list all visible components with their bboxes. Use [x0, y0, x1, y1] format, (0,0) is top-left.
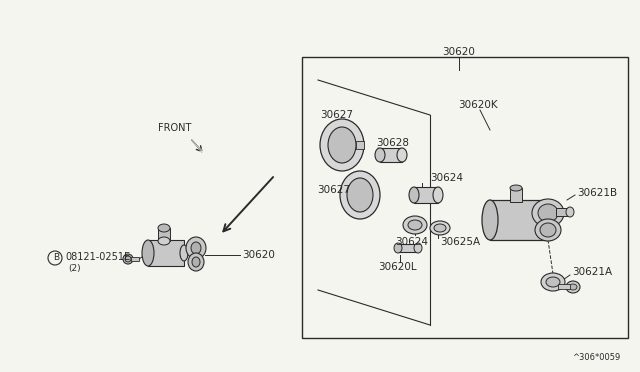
Ellipse shape [123, 254, 133, 264]
Ellipse shape [394, 243, 402, 253]
Ellipse shape [340, 171, 380, 219]
Bar [558, 284, 570, 289]
Text: 30624: 30624 [430, 173, 463, 183]
Text: 30627: 30627 [317, 185, 350, 195]
Bar [414, 187, 438, 203]
Ellipse shape [532, 199, 564, 227]
Text: 30620: 30620 [242, 250, 275, 260]
Ellipse shape [158, 237, 170, 245]
Ellipse shape [535, 219, 561, 241]
Ellipse shape [125, 256, 131, 262]
Bar [148, 240, 184, 266]
Ellipse shape [542, 200, 558, 240]
Ellipse shape [375, 148, 385, 162]
Text: 08121-0251E: 08121-0251E [65, 252, 130, 262]
Ellipse shape [408, 220, 422, 230]
Text: FRONT: FRONT [158, 123, 192, 133]
Text: 30620L: 30620L [378, 262, 417, 272]
Bar [490, 200, 550, 240]
Ellipse shape [430, 221, 450, 235]
Ellipse shape [142, 240, 154, 266]
Bar [380, 148, 402, 162]
Ellipse shape [403, 216, 427, 234]
Ellipse shape [158, 224, 170, 232]
Bar [302, 57, 628, 338]
Bar [131, 257, 139, 261]
Ellipse shape [541, 273, 565, 291]
Text: (2): (2) [68, 263, 81, 273]
Ellipse shape [540, 223, 556, 237]
Ellipse shape [566, 207, 574, 217]
Ellipse shape [546, 277, 560, 287]
Text: B: B [53, 253, 59, 263]
Ellipse shape [434, 224, 446, 232]
Text: ^306*0059: ^306*0059 [572, 353, 620, 362]
Ellipse shape [186, 237, 206, 259]
Bar [158, 228, 170, 241]
Text: 30621A: 30621A [572, 267, 612, 277]
Ellipse shape [566, 281, 580, 293]
Ellipse shape [569, 284, 577, 290]
Bar [398, 244, 418, 252]
Ellipse shape [320, 119, 364, 171]
Ellipse shape [433, 187, 443, 203]
Ellipse shape [538, 204, 558, 222]
Text: 30620K: 30620K [458, 100, 498, 110]
Text: 30620: 30620 [443, 47, 476, 57]
Text: 30625A: 30625A [440, 237, 480, 247]
Bar [510, 188, 522, 202]
Ellipse shape [397, 148, 407, 162]
Ellipse shape [328, 127, 356, 163]
Text: 30624: 30624 [395, 237, 428, 247]
Text: 30627: 30627 [320, 110, 353, 120]
Ellipse shape [414, 243, 422, 253]
Ellipse shape [409, 187, 419, 203]
Ellipse shape [347, 178, 373, 212]
Ellipse shape [192, 257, 200, 267]
Ellipse shape [191, 242, 201, 254]
Ellipse shape [188, 253, 204, 271]
Ellipse shape [482, 200, 498, 240]
Ellipse shape [510, 185, 522, 191]
Text: 30628: 30628 [376, 138, 409, 148]
Text: 30621B: 30621B [577, 188, 617, 198]
Bar [556, 208, 570, 216]
Ellipse shape [180, 245, 188, 261]
Bar [356, 141, 364, 149]
